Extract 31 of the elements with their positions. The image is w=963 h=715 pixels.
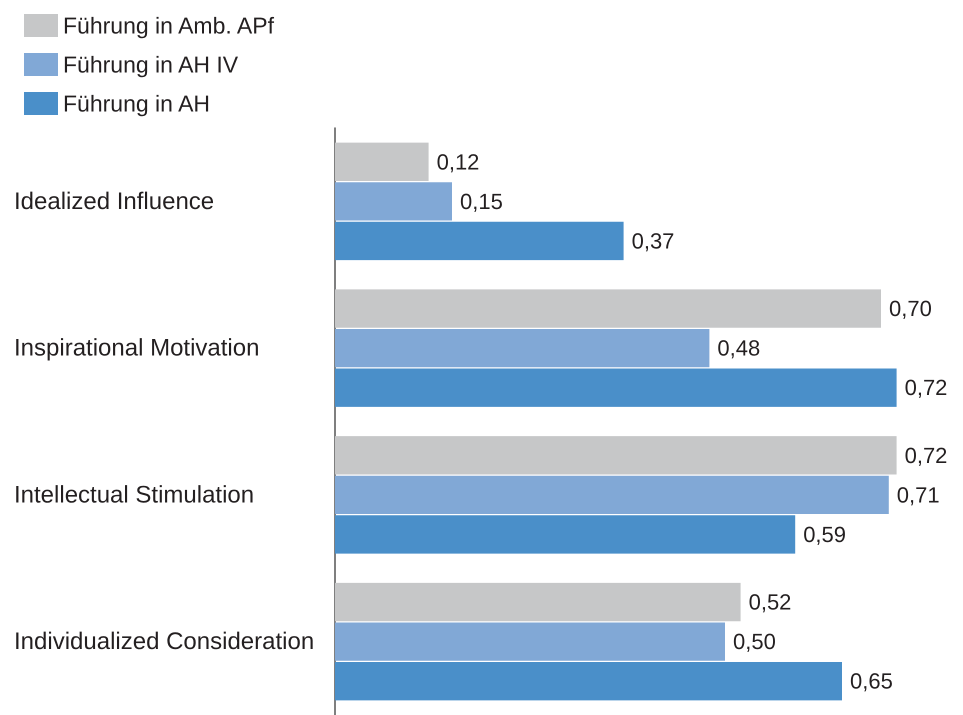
data-label: 0,59 (803, 522, 846, 547)
bar (335, 289, 881, 328)
data-label: 0,15 (460, 188, 503, 214)
legend-label: Führung in Amb. APf (63, 12, 275, 38)
bar (335, 222, 624, 260)
bar (335, 582, 741, 622)
legend-label: Führung in AH IV (63, 52, 239, 78)
legend-label: Führung in AH (63, 90, 210, 116)
bar (335, 476, 889, 514)
data-label: 0,72 (904, 375, 948, 400)
bar (335, 368, 897, 407)
y-tick-label: Idealized Influence (14, 188, 214, 215)
data-label: 0,72 (904, 442, 948, 468)
data-label: 0,71 (896, 482, 940, 508)
data-label: 0,50 (733, 629, 776, 654)
data-label: 0,12 (436, 149, 480, 174)
y-tick-label: Inspirational Motivation (14, 334, 260, 362)
y-tick-label: Individualized Consideration (14, 628, 314, 656)
data-label: 0,65 (850, 668, 893, 694)
bar (335, 328, 710, 368)
bar (335, 515, 796, 554)
bar (335, 622, 725, 661)
bar (335, 142, 429, 182)
data-label: 0,70 (889, 296, 932, 322)
bar (335, 182, 452, 221)
bar (335, 436, 897, 475)
data-label: 0,52 (748, 590, 792, 615)
data-label: 0,48 (717, 336, 760, 361)
data-label: 0,37 (632, 228, 674, 254)
bar (335, 662, 842, 700)
y-tick-label: Intellectual Stimulation (14, 481, 254, 508)
